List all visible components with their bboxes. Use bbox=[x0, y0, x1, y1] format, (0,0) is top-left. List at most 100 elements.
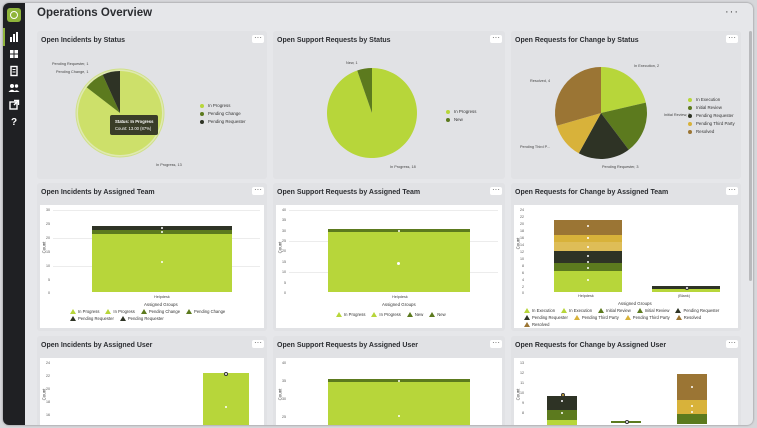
y-axis-tick: 30 bbox=[40, 208, 50, 212]
y-axis-tick: 40 bbox=[276, 361, 286, 365]
bar-in-progress[interactable] bbox=[328, 382, 470, 425]
legend-item[interactable]: Pending Change bbox=[141, 309, 180, 314]
legend-item[interactable]: Pending Requester bbox=[120, 316, 164, 321]
data-point bbox=[587, 225, 589, 227]
legend-item[interactable]: Pending Change bbox=[186, 309, 225, 314]
grid-icon[interactable] bbox=[7, 47, 21, 61]
panel-title: Open Incidents by Status bbox=[41, 37, 125, 44]
panel-more-button[interactable]: ··· bbox=[726, 340, 738, 348]
legend-item[interactable]: In Progress bbox=[200, 103, 246, 108]
chart-tooltip: Status: In Progress Count: 13.00 (87%) bbox=[110, 115, 158, 135]
legend-item[interactable]: In Execution bbox=[561, 308, 592, 313]
bar-user1-pending-requester[interactable] bbox=[547, 396, 577, 410]
y-axis-tick: 30 bbox=[276, 229, 286, 233]
legend-item[interactable]: Pending Requester bbox=[70, 316, 114, 321]
legend-item[interactable]: Pending Requester bbox=[524, 315, 568, 320]
panel-more-button[interactable]: ··· bbox=[490, 340, 502, 348]
bar-chart-icon[interactable] bbox=[7, 30, 21, 44]
legend-item[interactable]: New bbox=[446, 117, 476, 122]
legend-item[interactable]: Initial Review bbox=[637, 308, 670, 313]
panel-more-button[interactable]: ··· bbox=[252, 187, 264, 195]
legend-item[interactable]: Resolved bbox=[688, 129, 735, 134]
y-axis-tick: 22 bbox=[40, 374, 50, 378]
svg-text:?: ? bbox=[11, 117, 17, 128]
legend-item[interactable]: New bbox=[429, 312, 445, 317]
y-axis-tick: 18 bbox=[40, 400, 50, 404]
chart-area: New, 1 In Progress, 18 In Progress New bbox=[276, 51, 502, 176]
bar-in-progress[interactable] bbox=[203, 373, 249, 425]
legend-item[interactable]: Resolved bbox=[676, 315, 701, 320]
y-axis-title: Count bbox=[41, 242, 46, 254]
bar-chart: 40 35 30 25 20 15 10 5 0 Count Helpdesk … bbox=[276, 205, 502, 328]
y-axis-tick: 10 bbox=[514, 257, 524, 261]
y-axis-tick: 24 bbox=[40, 361, 50, 365]
pie-label: In Progress, 18 bbox=[390, 165, 416, 169]
y-axis-title: Count bbox=[515, 238, 520, 250]
legend-item[interactable]: In Progress bbox=[371, 312, 400, 317]
data-point bbox=[587, 246, 589, 248]
external-link-icon[interactable] bbox=[7, 98, 21, 112]
y-axis-title: Count bbox=[41, 389, 46, 401]
chart-legend: In Progress In Progress Pending Change P… bbox=[70, 309, 260, 323]
legend-item[interactable]: Initial Review bbox=[598, 308, 631, 313]
document-icon[interactable] bbox=[7, 64, 21, 78]
bar-resolved[interactable] bbox=[554, 220, 622, 235]
data-point bbox=[397, 262, 400, 265]
data-point bbox=[398, 380, 400, 382]
panel-more-button[interactable]: ··· bbox=[252, 35, 264, 43]
data-point bbox=[691, 386, 693, 388]
legend-item[interactable]: Pending Third Party bbox=[625, 315, 670, 320]
y-axis-title: Count bbox=[515, 389, 520, 401]
legend-item[interactable]: In Progress bbox=[336, 312, 365, 317]
help-icon[interactable]: ? bbox=[7, 114, 21, 128]
y-axis-tick: 18 bbox=[514, 229, 524, 233]
legend-item[interactable]: New bbox=[407, 312, 423, 317]
pie-label: Initial Review, 2 bbox=[664, 113, 690, 117]
bar-user1-in-execution[interactable] bbox=[547, 420, 577, 425]
legend-item[interactable]: Pending Requester bbox=[675, 308, 719, 313]
panel-more-button[interactable]: ··· bbox=[252, 340, 264, 348]
y-axis-tick: 25 bbox=[276, 415, 286, 419]
y-axis-title: Count bbox=[277, 389, 282, 401]
y-axis-tick: 12 bbox=[514, 250, 524, 254]
panel-more-button[interactable]: ··· bbox=[726, 187, 738, 195]
panel-title: Open Requests for Change by Assigned Tea… bbox=[515, 189, 668, 196]
panel-more-button[interactable]: ··· bbox=[490, 35, 502, 43]
pie-label: Pending Requester, 1 bbox=[52, 62, 89, 66]
x-axis-title: Assigned Groups bbox=[382, 302, 416, 307]
legend-item[interactable]: Pending Requester bbox=[200, 119, 246, 124]
legend-item[interactable]: Pending Change bbox=[200, 111, 246, 116]
panel-title: Open Incidents by Assigned Team bbox=[41, 189, 155, 196]
bar-user3-initial-review[interactable] bbox=[677, 414, 707, 424]
legend-item[interactable]: In Progress bbox=[105, 309, 134, 314]
legend-item[interactable]: Initial Review bbox=[688, 105, 735, 110]
panel-more-button[interactable]: ··· bbox=[726, 35, 738, 43]
legend-item[interactable]: Pending Third Party bbox=[574, 315, 619, 320]
bar-in-progress[interactable] bbox=[92, 234, 232, 292]
app-logo-icon[interactable] bbox=[7, 8, 21, 22]
data-point bbox=[691, 411, 693, 413]
panel-open-support-requests-by-assigned-user: Open Support Requests by Assigned User ·… bbox=[273, 336, 505, 425]
chart-legend: In Execution Initial Review Pending Requ… bbox=[688, 97, 735, 137]
legend-item[interactable]: In Progress bbox=[446, 109, 476, 114]
panel-title: Open Requests for Change by Assigned Use… bbox=[515, 342, 666, 349]
page-scrollbar[interactable] bbox=[749, 31, 752, 281]
panel-title: Open Support Requests by Assigned User bbox=[277, 342, 418, 349]
legend-item[interactable]: In Execution bbox=[688, 97, 735, 102]
y-axis-tick: 5 bbox=[276, 281, 286, 285]
bar-in-execution[interactable] bbox=[554, 271, 622, 292]
panel-more-button[interactable]: ··· bbox=[490, 187, 502, 195]
y-axis-tick: 13 bbox=[514, 361, 524, 365]
panel-open-requests-for-change-by-status: Open Requests for Change by Status ··· I… bbox=[511, 31, 741, 179]
x-axis-category: Helpdesk bbox=[578, 294, 594, 298]
legend-item[interactable]: In Execution bbox=[524, 308, 555, 313]
page-more-menu-button[interactable]: ··· bbox=[725, 6, 739, 18]
y-axis-tick: 20 bbox=[514, 222, 524, 226]
legend-item[interactable]: Pending Requester bbox=[688, 113, 735, 118]
legend-item[interactable]: Pending Third Party bbox=[688, 121, 735, 126]
legend-item[interactable]: Resolved bbox=[524, 322, 549, 327]
users-icon[interactable] bbox=[7, 81, 21, 95]
legend-item[interactable]: In Progress bbox=[70, 309, 99, 314]
page-header: Operations Overview ··· bbox=[25, 3, 753, 25]
panel-open-support-requests-by-assigned-team: Open Support Requests by Assigned Team ·… bbox=[273, 183, 505, 331]
